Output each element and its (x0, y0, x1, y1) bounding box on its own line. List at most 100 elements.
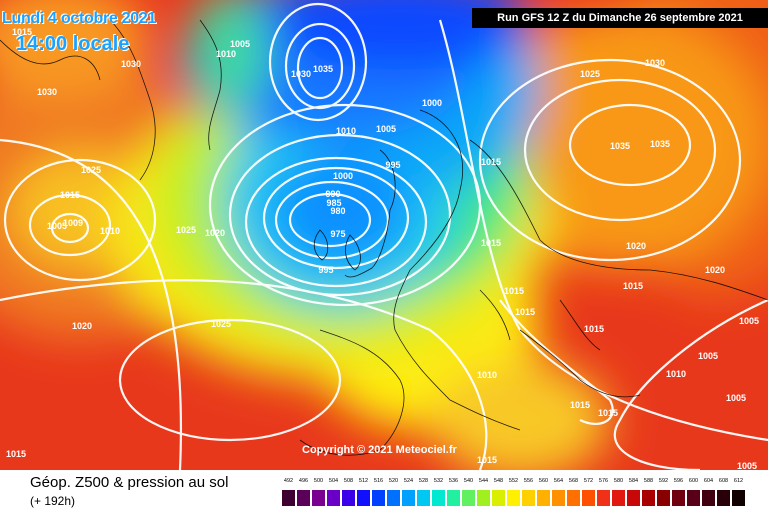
isobar-label: 1015 (503, 286, 525, 296)
scale-label: 556 (523, 478, 534, 484)
scale-label: 496 (298, 478, 309, 484)
isobar-label: 975 (330, 229, 346, 239)
scale-label: 500 (313, 478, 324, 484)
isobar-label: 1015 (569, 400, 591, 410)
isobar-label: 980 (330, 206, 346, 216)
copyright-notice: Copyright © 2021 Meteociel.fr (302, 444, 457, 456)
isobar-label: 1025 (579, 69, 601, 79)
isobar-label: 1020 (204, 228, 226, 238)
isobar-label: 1005 (738, 316, 760, 326)
scale-label: 596 (673, 478, 684, 484)
scale-swatch (477, 490, 490, 506)
scale-label: 516 (373, 478, 384, 484)
scale-swatch (297, 490, 310, 506)
forecast-date: Lundi 4 octobre 2021 (2, 10, 157, 27)
isobar-label: 1010 (99, 226, 121, 236)
scale-swatch (537, 490, 550, 506)
isobar-label: 1030 (644, 58, 666, 68)
isobar-label: 1015 (597, 408, 619, 418)
isobar-label: 1010 (665, 369, 687, 379)
isobar-label: 1025 (80, 165, 102, 175)
scale-label: 548 (493, 478, 504, 484)
isobar-label: 1025 (210, 319, 232, 329)
isobar-label: 1025 (175, 225, 197, 235)
isobar-label: 1010 (335, 126, 357, 136)
weather-map: 1015 1005 1010 1030 1030 1035 1030 1025 1030 1000… (0, 0, 768, 470)
scale-label: 564 (553, 478, 564, 484)
scale-label: 508 (343, 478, 354, 484)
scale-label: 600 (688, 478, 699, 484)
scale-label: 504 (328, 478, 339, 484)
scale-label: 592 (658, 478, 669, 484)
scale-swatch (732, 490, 745, 506)
scale-swatch (687, 490, 700, 506)
isobar-label: 1030 (120, 59, 142, 69)
scale-label: 520 (388, 478, 399, 484)
scale-swatch (552, 490, 565, 506)
isobar-label: 1015 (514, 307, 536, 317)
scale-label: 588 (643, 478, 654, 484)
isobar-label: 1015 (583, 324, 605, 334)
isobar-label: 1010 (476, 370, 498, 380)
scale-label: 532 (433, 478, 444, 484)
isobar-label: 985 (326, 198, 342, 208)
isobar-label: 1020 (625, 241, 647, 251)
isobar-label: 990 (325, 189, 341, 199)
scale-swatch (432, 490, 445, 506)
isobar-label: 995 (318, 265, 334, 275)
isobar-label: 1035 (312, 64, 334, 74)
run-info-banner: Run GFS 12 Z du Dimanche 26 septembre 20… (472, 8, 768, 28)
scale-label: 492 (283, 478, 294, 484)
scale-swatch (492, 490, 505, 506)
scale-swatch (702, 490, 715, 506)
scale-label: 512 (358, 478, 369, 484)
isobar-label: 1015 (622, 281, 644, 291)
scale-swatch (717, 490, 730, 506)
scale-swatch (597, 490, 610, 506)
scale-swatch (357, 490, 370, 506)
scale-label: 612 (733, 478, 744, 484)
isobar-label: 1005 (736, 461, 758, 470)
isobar-label: 1030 (290, 69, 312, 79)
isobar-label: 1030 (36, 87, 58, 97)
scale-swatch (672, 490, 685, 506)
scale-label: 552 (508, 478, 519, 484)
scale-swatch (642, 490, 655, 506)
isobar-label: 995 (385, 160, 401, 170)
scale-swatch (417, 490, 430, 506)
scale-label: 572 (583, 478, 594, 484)
isobar-label: 1005 (725, 393, 747, 403)
isobar-label: 1005 (375, 124, 397, 134)
scale-swatch (507, 490, 520, 506)
scale-swatch (567, 490, 580, 506)
scale-swatch (312, 490, 325, 506)
scale-swatch (612, 490, 625, 506)
scale-swatch (582, 490, 595, 506)
forecast-time: 14:00 locale (16, 33, 130, 55)
scale-label: 568 (568, 478, 579, 484)
scale-swatch (402, 490, 415, 506)
scale-label: 608 (718, 478, 729, 484)
scale-swatch (657, 490, 670, 506)
scale-swatch (342, 490, 355, 506)
isobar-label: 1010 (215, 49, 237, 59)
isobar-label: 1020 (704, 265, 726, 275)
isobar-label: 1035 (609, 141, 631, 151)
scale-label: 576 (598, 478, 609, 484)
scale-label: 544 (478, 478, 489, 484)
isobar-label: 1015 (59, 190, 81, 200)
isobar-label: 1035 (649, 139, 671, 149)
isobar-label: 1000 (332, 171, 354, 181)
scale-label: 604 (703, 478, 714, 484)
isobar-label: 1005 (229, 39, 251, 49)
map-title: Géop. Z500 & pression au sol (30, 474, 229, 491)
scale-swatch (327, 490, 340, 506)
scale-swatch (522, 490, 535, 506)
isobar-label: 1005 (697, 351, 719, 361)
scale-swatch (447, 490, 460, 506)
forecast-range: (+ 192h) (30, 494, 76, 508)
isobar-label: 1009 (62, 218, 84, 228)
geopotential-field (0, 0, 768, 470)
scale-swatch (387, 490, 400, 506)
scale-label: 536 (448, 478, 459, 484)
